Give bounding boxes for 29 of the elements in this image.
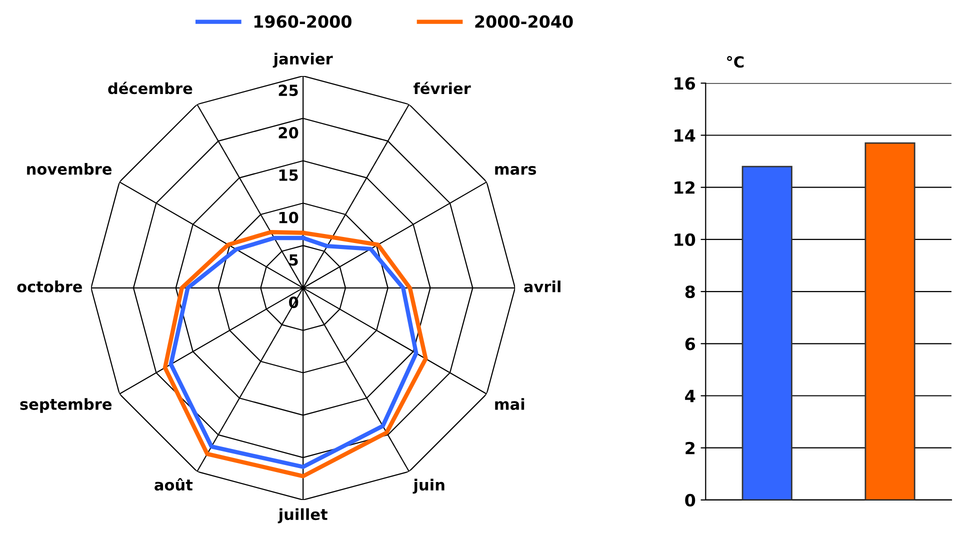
legend-label: 2000-2040 <box>475 15 573 28</box>
y-tick-label: 25 <box>278 84 298 96</box>
spoke-label: août <box>154 478 193 491</box>
y-tick-label: 16 <box>674 77 696 90</box>
y-tick-label: 14 <box>674 129 696 142</box>
legend-label: 1960-2000 <box>254 15 352 28</box>
spoke-label: mai <box>495 398 524 410</box>
spoke-label: juin <box>412 478 444 494</box>
spoke-label: octobre <box>17 280 82 292</box>
y-tick-label: 0 <box>685 494 696 507</box>
y-tick-label: 10 <box>279 212 298 224</box>
spoke-label: septembre <box>20 398 112 413</box>
y-tick-label: 2 <box>686 442 694 454</box>
y-tick-label: 20 <box>278 126 298 139</box>
y-tick-label: 10 <box>674 233 696 246</box>
y-tick-label: 15 <box>279 170 298 181</box>
spoke-label: février <box>414 82 471 94</box>
spoke-label: décembre <box>108 82 192 94</box>
spoke-label: mars <box>495 166 536 175</box>
spoke-label: janvier <box>272 52 333 68</box>
y-tick-label: 6 <box>685 338 696 350</box>
y-tick-label: 5 <box>289 254 298 266</box>
y-tick-label: 8 <box>685 286 695 298</box>
y-tick-label: 4 <box>685 390 696 402</box>
spoke-label: novembre <box>27 163 112 175</box>
spoke-label: juillet <box>278 508 328 524</box>
spoke-label: avril <box>524 280 560 292</box>
y-axis-title: °C <box>727 56 744 68</box>
y-tick-label: 12 <box>674 181 694 194</box>
